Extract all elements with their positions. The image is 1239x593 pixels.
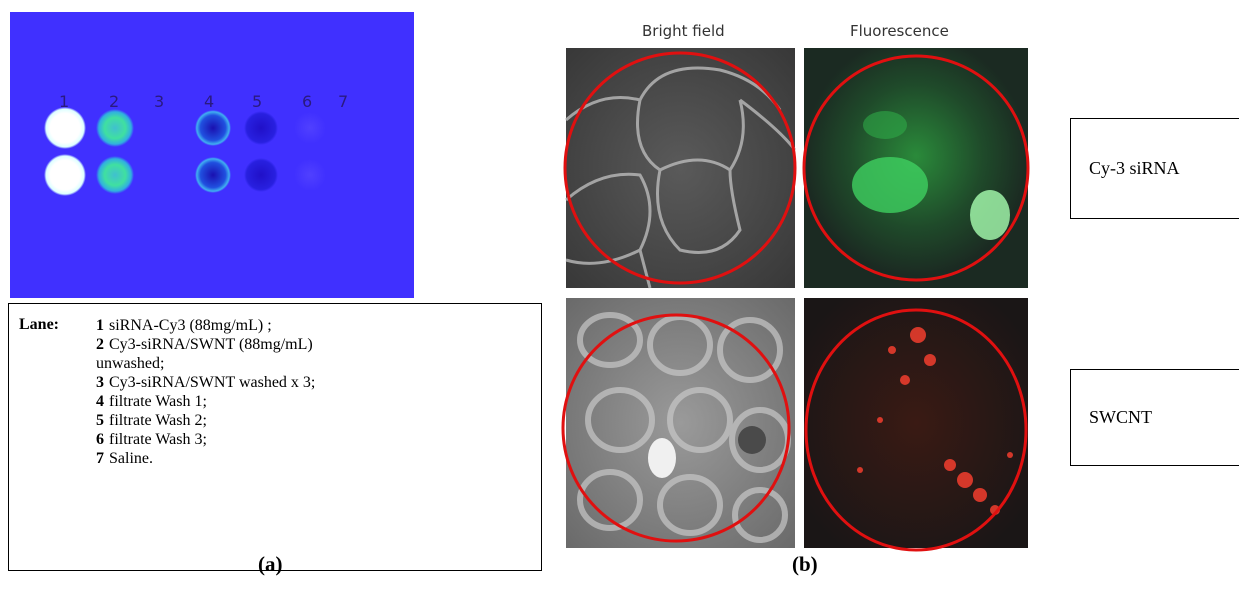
column-title: Fluorescence (850, 22, 949, 40)
legend-item: 1 siRNA-Cy3 (88mg/mL) ; (96, 316, 336, 335)
lane-number: 2 (109, 92, 119, 111)
legend-item: 5 filtrate Wash 2; (96, 411, 336, 430)
lane-description: Cy3-siRNA/SWNT (88mg/mL) unwashed; (96, 336, 313, 372)
lane-description: filtrate Wash 2; (109, 412, 207, 429)
lane-number: 1 (59, 92, 69, 111)
lane-id: 5 (96, 412, 104, 429)
lane-id: 1 (96, 317, 104, 334)
lane-description: Cy3-siRNA/SWNT washed x 3; (109, 374, 315, 391)
lane-id: 2 (96, 336, 104, 353)
column-title: Bright field (642, 22, 725, 40)
bright-field-bottom (563, 298, 795, 548)
lane-number: 6 (302, 92, 312, 111)
caption-b: (b) (792, 552, 818, 577)
lane-description: Saline. (109, 450, 153, 467)
caption-a: (a) (258, 552, 283, 577)
lane-id: 3 (96, 374, 104, 391)
legend-item: 4 filtrate Wash 1; (96, 392, 336, 411)
fluorescence-top (804, 48, 1028, 288)
lane-id: 7 (96, 450, 104, 467)
lane-number: 4 (204, 92, 214, 111)
lane-id: 4 (96, 393, 104, 410)
bright-field-top (565, 48, 795, 288)
lane-number: 5 (252, 92, 262, 111)
legend-heading: Lane: (19, 316, 59, 334)
lane-id: 6 (96, 431, 104, 448)
figure: {"panel_a":{"lane_numbers":["1","2","3",… (0, 0, 1239, 593)
lane-number: 7 (338, 92, 348, 111)
row-label: SWCNT (1070, 369, 1239, 466)
lane-description: siRNA-Cy3 (88mg/mL) ; (109, 317, 272, 334)
lane-number: 3 (154, 92, 164, 111)
fluorescence-bottom (804, 298, 1028, 550)
legend-item: 6 filtrate Wash 3; (96, 430, 336, 449)
lane-description: filtrate Wash 1; (109, 393, 207, 410)
lane-description: filtrate Wash 3; (109, 431, 207, 448)
legend-item: 3 Cy3-siRNA/SWNT washed x 3; (96, 373, 336, 392)
legend-item: 7 Saline. (96, 449, 336, 468)
row-label: Cy-3 siRNA (1070, 118, 1239, 219)
